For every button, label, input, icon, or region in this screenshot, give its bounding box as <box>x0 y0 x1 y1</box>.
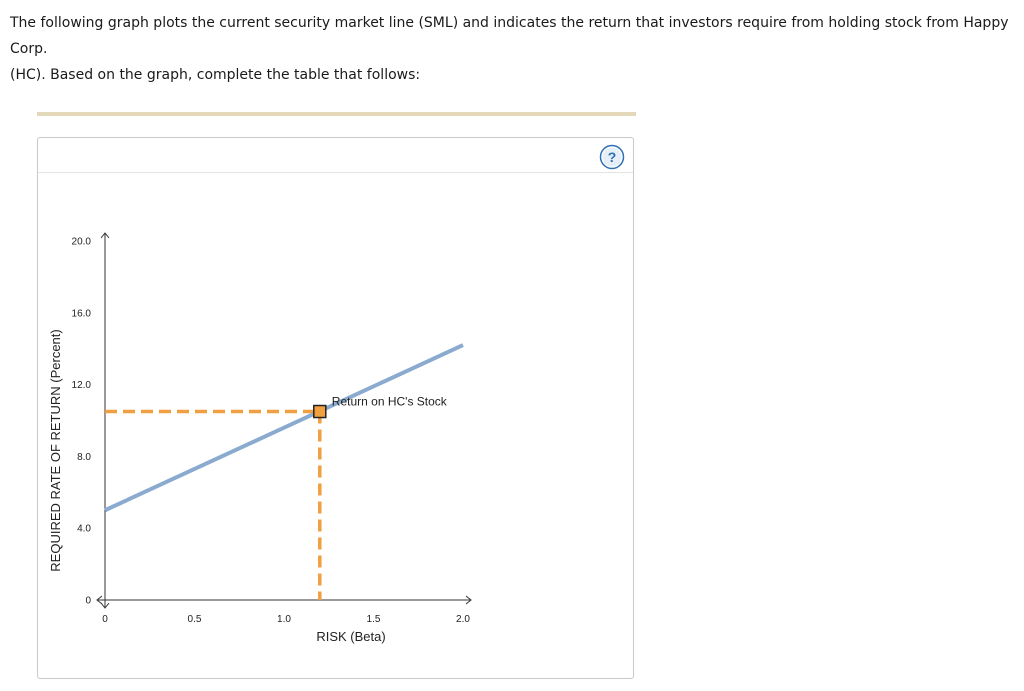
x-tick-label: 1.0 <box>277 614 291 625</box>
y-tick-label: 20.0 <box>72 237 92 248</box>
y-tick-label: 4.0 <box>77 524 91 535</box>
x-axis-arrow-right <box>465 595 472 605</box>
x-tick-label: 0 <box>102 614 108 625</box>
question-line-1: The following graph plots the current se… <box>10 15 1009 57</box>
x-axis-arrow-left <box>96 595 103 605</box>
question-line-2: (HC). Based on the graph, complete the t… <box>10 67 421 83</box>
y-tick-label: 12.0 <box>72 380 92 391</box>
y-tick-label: 16.0 <box>72 308 92 319</box>
sml-line <box>104 343 464 513</box>
question-text: The following graph plots the current se… <box>10 10 1015 88</box>
graph-panel: ? 0 4.0 8.0 12.0 16.0 20.0 0 0.5 1.0 1.5 2.0 RISK (… <box>37 137 634 679</box>
panel-header-divider <box>38 172 633 173</box>
x-axis-title: RISK (Beta) <box>316 629 385 644</box>
y-axis-title: REQUIRED RATE OF RETURN (Percent) <box>48 329 63 571</box>
x-tick-label: 2.0 <box>456 614 470 625</box>
hc-stock-marker <box>313 404 327 419</box>
hc-stock-label: Return on HC's Stock <box>332 395 448 409</box>
sml-chart: 0 4.0 8.0 12.0 16.0 20.0 0 0.5 1.0 1.5 2.0 RISK (Be… <box>48 232 472 644</box>
section-divider <box>37 112 636 116</box>
help-icon-glyph: ? <box>608 149 617 165</box>
y-tick-label: 0 <box>85 596 91 607</box>
y-tick-label: 8.0 <box>77 452 91 463</box>
help-icon[interactable]: ? <box>599 144 625 170</box>
x-tick-label: 1.5 <box>367 614 381 625</box>
x-tick-label: 0.5 <box>188 614 202 625</box>
y-axis-arrow-up <box>100 232 110 239</box>
y-axis-arrow-down <box>100 602 110 609</box>
